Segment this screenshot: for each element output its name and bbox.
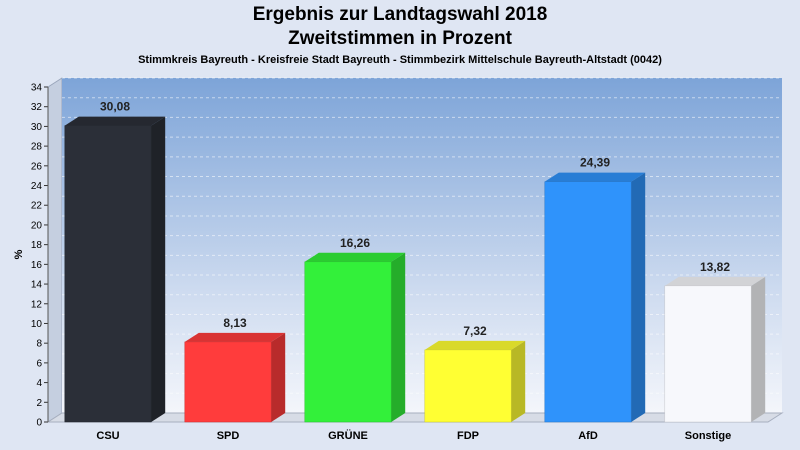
bar-side	[751, 276, 766, 422]
x-tick-label: GRÜNE	[328, 429, 368, 442]
bar-side	[151, 116, 166, 422]
x-tick-label: FDP	[457, 430, 479, 442]
y-tick-label: 8	[36, 339, 42, 350]
y-tick-label: 0	[36, 418, 42, 429]
chart-title: Ergebnis zur Landtagswahl 2018	[252, 4, 548, 25]
y-axis-label: %	[13, 249, 25, 259]
bar-value-label: 7,32	[463, 324, 487, 338]
plot-side-wall	[47, 77, 63, 423]
y-tick-label: 16	[31, 260, 43, 271]
y-tick-label: 2	[36, 398, 42, 409]
y-tick-label: 34	[31, 83, 43, 94]
y-tick-label: 12	[31, 299, 43, 310]
bar	[304, 261, 392, 423]
chart-title-2: Zweitstimmen in Prozent	[288, 28, 512, 49]
y-tick-label: 24	[31, 181, 43, 192]
bar-side	[631, 172, 646, 422]
y-tick-label: 30	[31, 122, 43, 133]
x-tick-label: AfD	[578, 430, 598, 442]
bar	[664, 285, 752, 423]
bar	[64, 125, 152, 423]
bar	[544, 181, 632, 423]
bar-top	[544, 172, 646, 182]
x-tick-label: CSU	[96, 430, 119, 442]
y-tick-label: 18	[31, 240, 43, 251]
y-tick-label: 4	[36, 378, 42, 389]
y-tick-label: 6	[36, 358, 42, 369]
bar-side	[511, 340, 526, 422]
x-tick-label: Sonstige	[685, 430, 731, 442]
x-tick-label: SPD	[217, 430, 240, 442]
y-tick-label: 28	[31, 142, 43, 153]
bar-side	[391, 252, 406, 422]
plot-back-wall	[62, 78, 782, 413]
chart-subtitle: Stimmkreis Bayreuth - Kreisfreie Stadt B…	[138, 54, 662, 66]
bar-value-label: 8,13	[223, 316, 247, 330]
bar-top	[664, 276, 766, 286]
bar-top	[304, 252, 406, 262]
y-tick-label: 20	[31, 220, 43, 231]
y-tick-label: 10	[31, 319, 43, 330]
bar-side	[271, 332, 286, 422]
bar-value-label: 30,08	[100, 100, 130, 114]
bar-value-label: 16,26	[340, 236, 370, 250]
bar	[184, 341, 272, 423]
bar	[424, 349, 512, 423]
y-tick-label: 22	[31, 201, 43, 212]
bar-top	[64, 116, 166, 126]
y-tick-label: 14	[31, 280, 43, 291]
bar-value-label: 24,39	[580, 156, 610, 170]
bar-top	[424, 340, 526, 350]
y-tick-label: 26	[31, 161, 43, 172]
y-tick-label: 32	[31, 102, 43, 113]
bar-top	[184, 332, 286, 342]
bar-value-label: 13,82	[700, 260, 730, 274]
